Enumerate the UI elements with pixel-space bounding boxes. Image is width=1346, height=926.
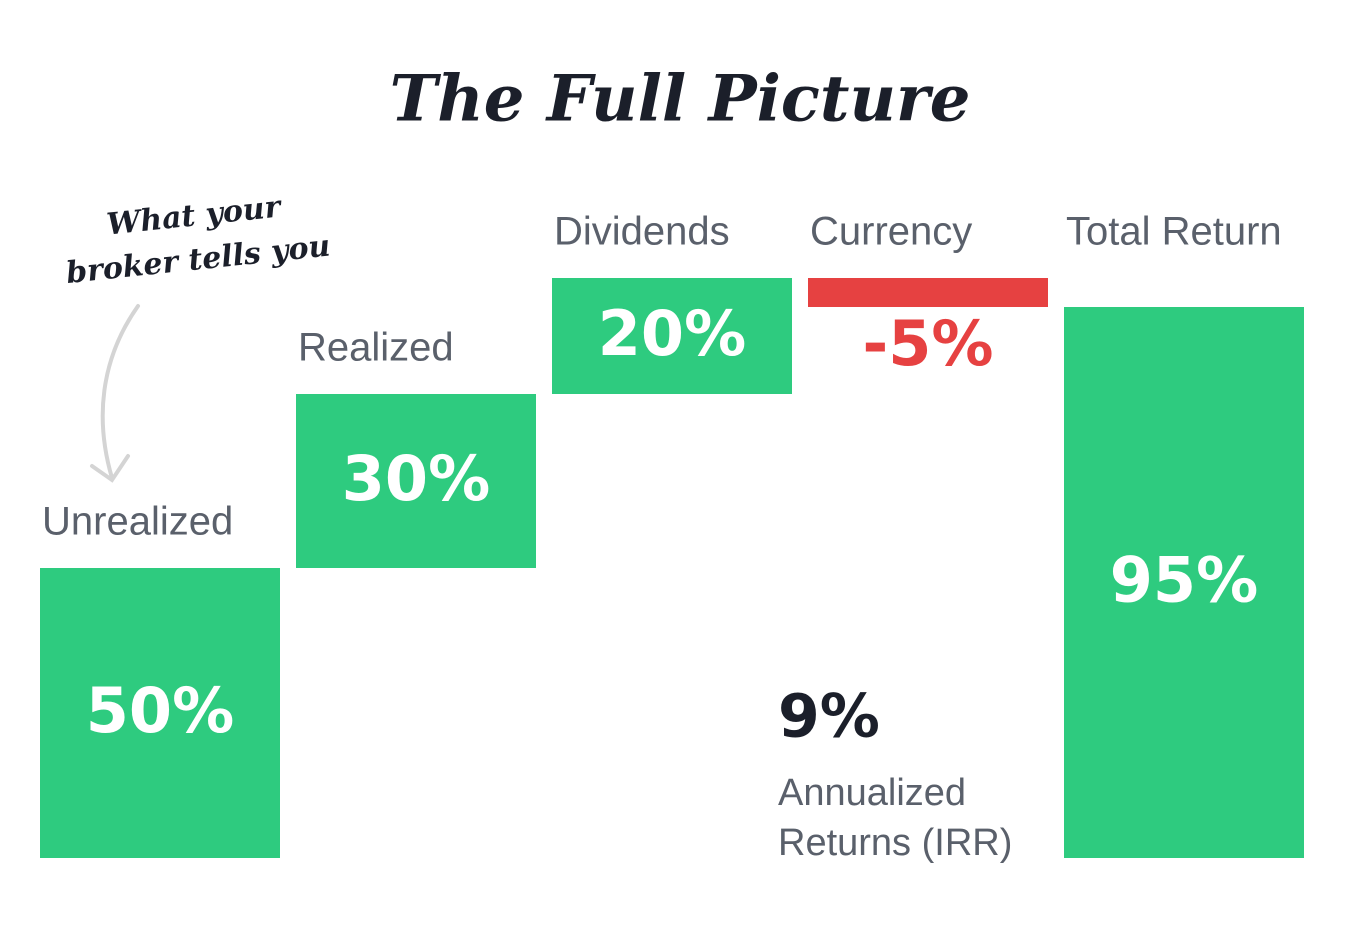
irr-label: Annualized [778, 772, 966, 814]
category-label: Unrealized [42, 500, 233, 544]
bar [296, 394, 536, 568]
bar [808, 278, 1048, 307]
arrow [90, 304, 140, 483]
broker-note: What your broker tells you [64, 189, 331, 292]
value-label: 20% [598, 297, 746, 370]
note-line: broker tells you [64, 229, 331, 292]
category-label: Total Return [1066, 210, 1282, 254]
bar [552, 278, 792, 394]
irr-label: Returns (IRR) [778, 822, 1012, 864]
value-label: -5% [863, 307, 994, 380]
bar [40, 568, 280, 858]
note-line: What your [105, 189, 284, 242]
category-label: Currency [810, 210, 972, 254]
irr-value: 9% [778, 682, 880, 752]
value-label: 30% [342, 442, 490, 515]
bar [1064, 307, 1304, 858]
chart-title: The Full Picture [390, 62, 971, 137]
category-label: Realized [298, 326, 454, 370]
category-label: Dividends [554, 210, 730, 254]
value-label: 95% [1110, 544, 1258, 617]
value-label: 50% [86, 674, 234, 747]
